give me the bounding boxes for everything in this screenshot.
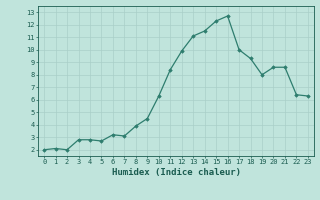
X-axis label: Humidex (Indice chaleur): Humidex (Indice chaleur) [111,168,241,177]
